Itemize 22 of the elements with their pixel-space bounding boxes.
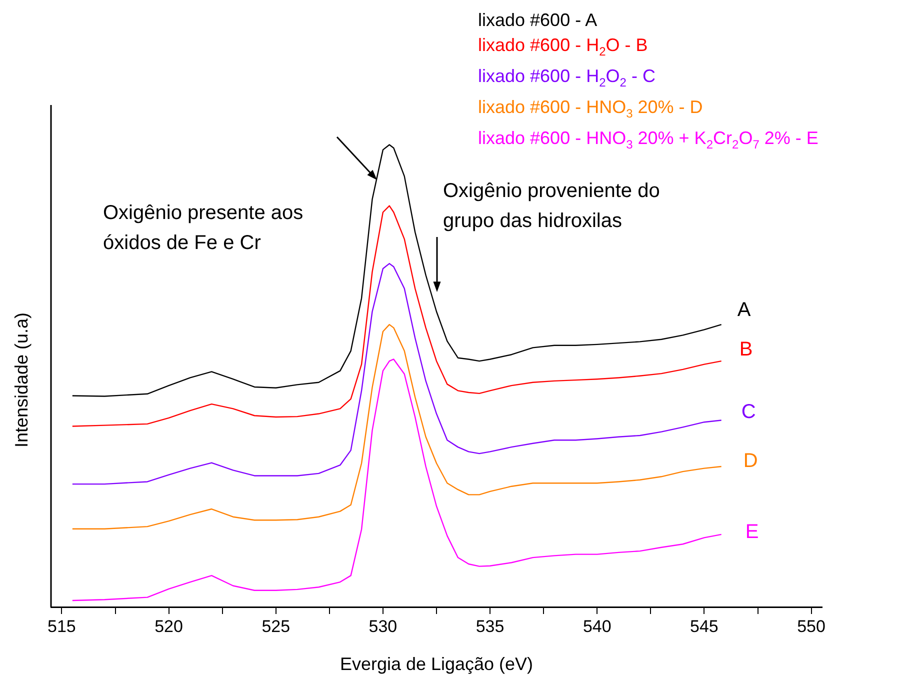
annotation: A — [737, 299, 752, 322]
x-tick-label: 550 — [797, 616, 826, 636]
annotation: C — [741, 400, 756, 423]
text: lixado #600 - HNO$_{3}$ 20% - D — [478, 96, 704, 122]
text: lixado #600 - H$_{2}$O$_{2}$ - C — [478, 64, 656, 92]
annotation: B — [739, 338, 753, 361]
x-tick-label: 525 — [262, 616, 290, 636]
annotation: E — [745, 520, 759, 543]
text: lixado #600 - HNO$_{3}$ 20% + K$_{2}$Cr$_{2}$O$_{7}$ 2% - E — [478, 128, 818, 152]
x-tick-label: 515 — [48, 616, 76, 636]
text: lixado #600 - H$_{2}$O - B — [478, 34, 649, 60]
x-axis-title: Evergia de Ligação (eV) — [340, 654, 534, 674]
annotation: Oxigênio proveniente do grupo das hidroxilas — [443, 179, 660, 234]
y-axis-title: Intensidade (u.a) — [12, 312, 32, 448]
x-tick-label: 530 — [368, 616, 398, 636]
x-tick-label: 520 — [154, 616, 183, 636]
x-tick-label: 545 — [690, 616, 718, 636]
annotation: D — [743, 450, 758, 472]
x-tick-label: 540 — [582, 616, 612, 636]
text: lixado #600 - A — [478, 9, 598, 32]
annotation: Oxigênio presente aos óxidos de Fe e Cr — [103, 201, 304, 256]
x-tick-label: 535 — [476, 616, 504, 636]
